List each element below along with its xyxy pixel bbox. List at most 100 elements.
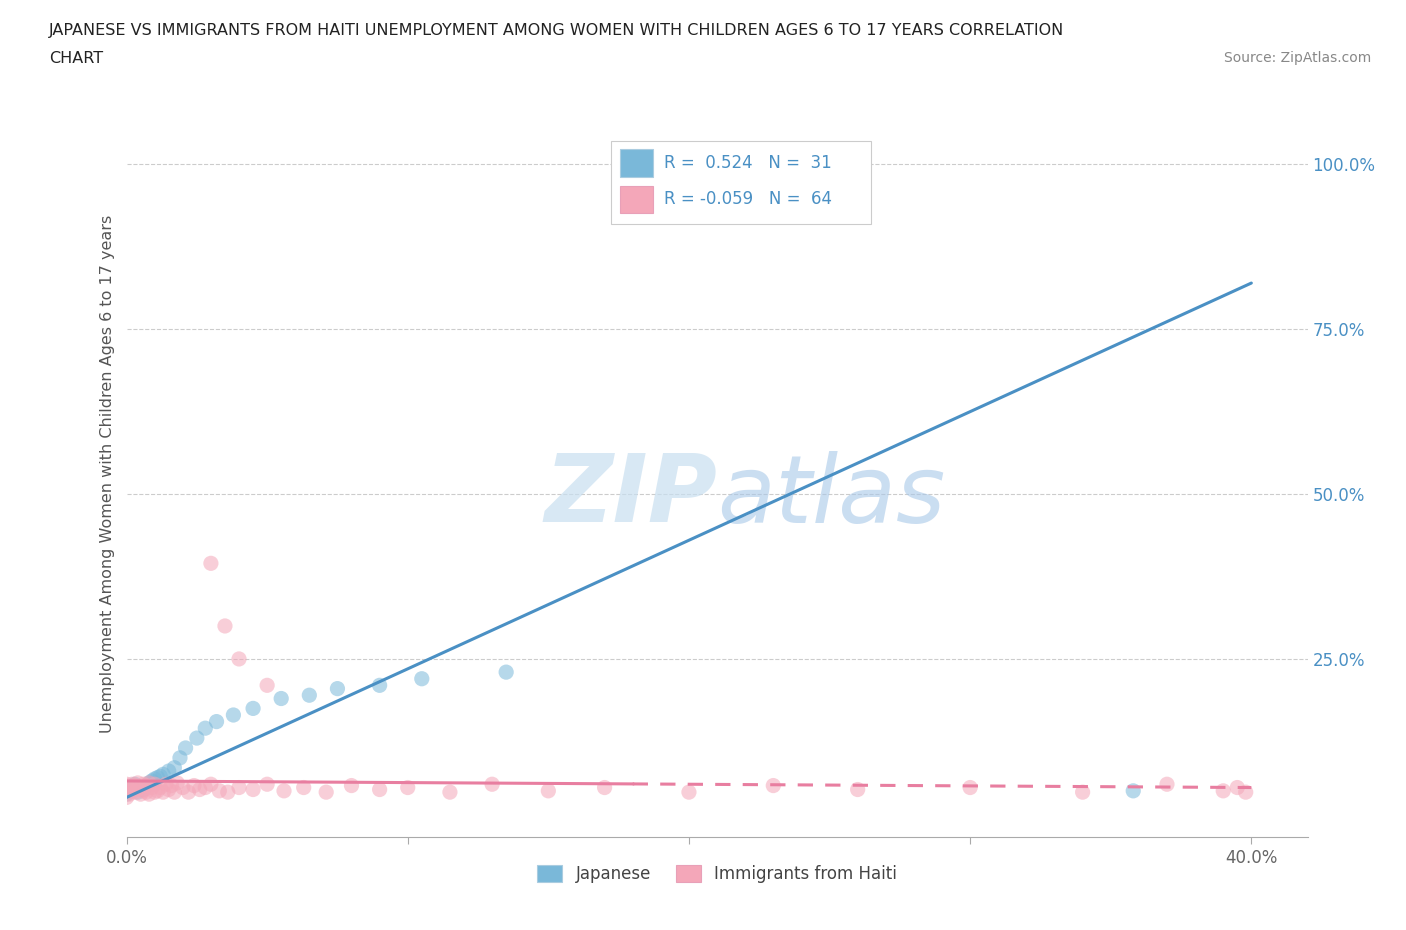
- Point: [124, 778, 146, 793]
- Point: [124, 785, 146, 800]
- Point: [228, 780, 250, 795]
- Point: [194, 780, 217, 795]
- Point: [714, 183, 737, 198]
- Point: [135, 785, 157, 800]
- Point: [163, 761, 186, 776]
- Point: [188, 782, 211, 797]
- Point: [146, 770, 169, 785]
- Text: JAPANESE VS IMMIGRANTS FROM HAITI UNEMPLOYMENT AMONG WOMEN WITH CHILDREN AGES 6 : JAPANESE VS IMMIGRANTS FROM HAITI UNEMPL…: [49, 23, 1064, 38]
- Text: atlas: atlas: [717, 450, 945, 541]
- Point: [141, 780, 163, 795]
- Point: [155, 777, 177, 791]
- Point: [160, 778, 183, 793]
- Point: [228, 652, 250, 667]
- Point: [1122, 783, 1144, 798]
- Point: [152, 767, 174, 782]
- Point: [368, 678, 391, 693]
- Point: [396, 780, 419, 795]
- Point: [200, 556, 222, 571]
- Point: [135, 778, 157, 793]
- Point: [174, 740, 197, 755]
- Point: [132, 783, 155, 798]
- Point: [495, 665, 517, 680]
- Point: [1212, 783, 1234, 798]
- Point: [121, 783, 143, 798]
- Text: CHART: CHART: [49, 51, 103, 66]
- Point: [118, 780, 141, 795]
- Point: [121, 783, 143, 798]
- Point: [340, 778, 363, 793]
- Point: [141, 774, 163, 789]
- Point: [256, 777, 278, 791]
- Point: [200, 777, 222, 791]
- Point: [242, 701, 264, 716]
- Point: [157, 782, 180, 797]
- Point: [143, 777, 166, 791]
- Point: [222, 708, 245, 723]
- Point: [149, 780, 172, 795]
- Legend: Japanese, Immigrants from Haiti: Japanese, Immigrants from Haiti: [537, 865, 897, 884]
- Point: [846, 782, 869, 797]
- Point: [127, 776, 149, 790]
- Point: [177, 785, 200, 800]
- Point: [143, 772, 166, 787]
- Point: [208, 783, 231, 798]
- Point: [115, 783, 138, 798]
- Point: [138, 776, 160, 790]
- Point: [481, 777, 503, 791]
- Point: [166, 776, 188, 790]
- Text: R = -0.059   N =  64: R = -0.059 N = 64: [664, 191, 832, 208]
- FancyBboxPatch shape: [610, 140, 870, 224]
- Point: [1226, 780, 1249, 795]
- Point: [270, 691, 292, 706]
- Point: [129, 787, 152, 802]
- Point: [256, 678, 278, 693]
- Point: [115, 787, 138, 802]
- Point: [292, 780, 315, 795]
- Point: [214, 618, 236, 633]
- Point: [118, 787, 141, 802]
- Point: [127, 782, 149, 797]
- Point: [124, 777, 146, 791]
- Point: [762, 778, 785, 793]
- Point: [298, 688, 321, 703]
- Point: [326, 681, 349, 696]
- Point: [217, 785, 239, 800]
- Point: [593, 780, 616, 795]
- Point: [129, 780, 152, 795]
- Point: [115, 777, 138, 791]
- Point: [157, 764, 180, 778]
- Point: [115, 790, 138, 804]
- Point: [152, 785, 174, 800]
- FancyBboxPatch shape: [620, 150, 654, 177]
- Point: [194, 721, 217, 736]
- Point: [959, 780, 981, 795]
- Point: [242, 782, 264, 797]
- Point: [169, 751, 191, 765]
- Point: [132, 777, 155, 791]
- Point: [127, 785, 149, 800]
- Point: [368, 782, 391, 797]
- Point: [678, 785, 700, 800]
- Point: [115, 780, 138, 795]
- Point: [143, 785, 166, 800]
- Point: [163, 785, 186, 800]
- Point: [273, 783, 295, 798]
- Point: [129, 780, 152, 795]
- Point: [537, 783, 560, 798]
- Point: [183, 778, 205, 793]
- Point: [1071, 785, 1094, 800]
- Point: [1234, 785, 1257, 800]
- Point: [315, 785, 337, 800]
- Point: [439, 785, 461, 800]
- Point: [205, 714, 228, 729]
- Point: [149, 769, 172, 784]
- Point: [132, 782, 155, 797]
- Point: [138, 776, 160, 790]
- Point: [186, 731, 208, 746]
- Text: ZIP: ZIP: [544, 450, 717, 542]
- Point: [135, 778, 157, 793]
- Point: [172, 780, 194, 795]
- Point: [146, 783, 169, 798]
- Point: [121, 777, 143, 791]
